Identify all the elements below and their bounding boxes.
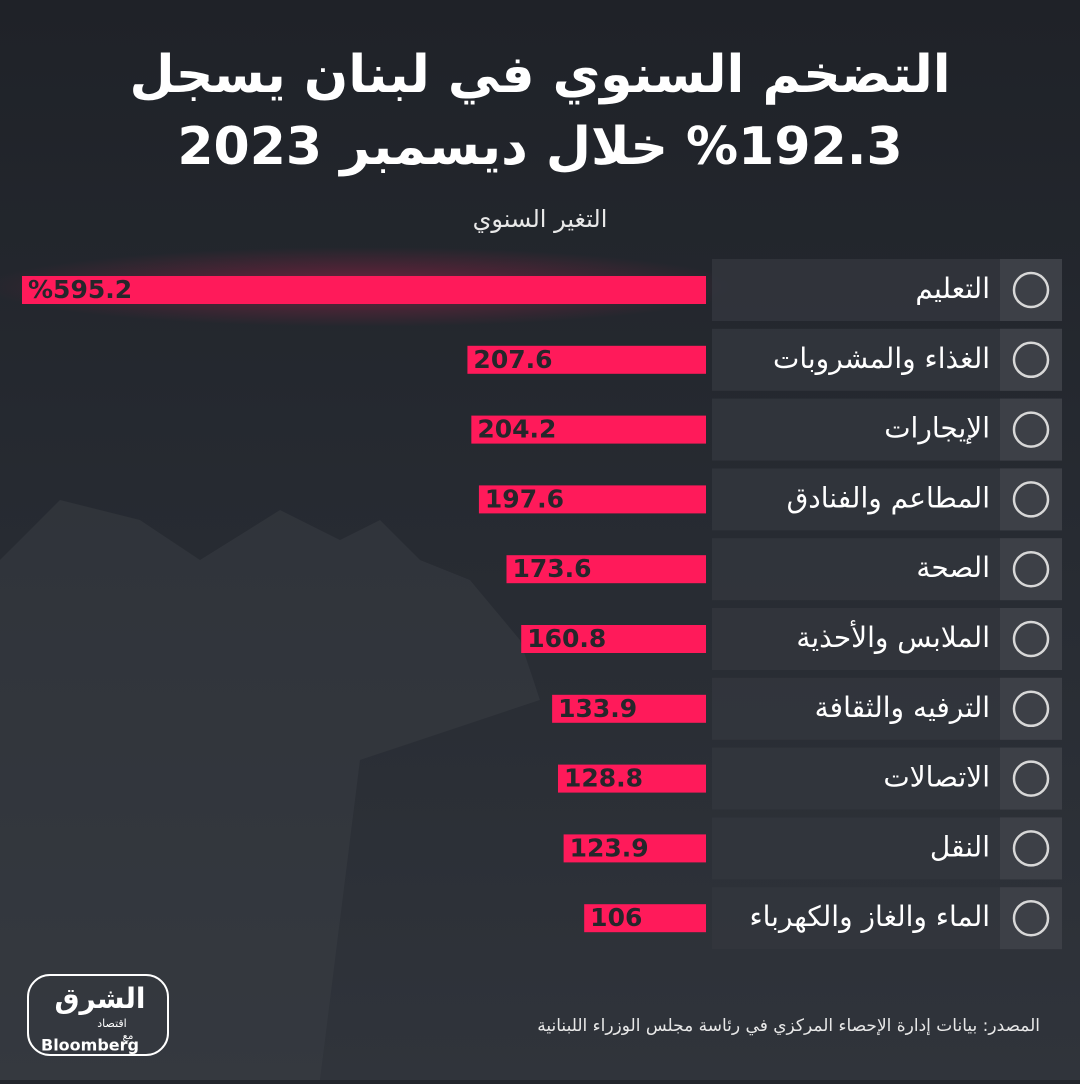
value-label: 197.6	[485, 484, 564, 513]
category-label: التعليم	[915, 272, 990, 305]
bar	[584, 904, 706, 933]
icon-box	[1000, 817, 1062, 880]
category-icon	[1012, 550, 1050, 588]
icon-box	[1000, 677, 1062, 740]
icon-box	[1000, 398, 1062, 461]
value-label: 133.9	[558, 694, 637, 723]
bar	[563, 834, 706, 863]
category-label: النقل	[930, 830, 990, 863]
icon-box	[1000, 747, 1062, 810]
bar	[557, 764, 706, 793]
chart-title: %192.3 خلال ديسمبر 2023	[177, 117, 902, 177]
chart-subtitle: التغير السنوي	[473, 205, 608, 233]
bar	[471, 415, 706, 444]
bar	[22, 276, 706, 304]
background-city	[0, 500, 540, 1080]
category-icon	[1012, 411, 1050, 448]
category-icon	[1012, 271, 1050, 309]
logo: الشرق اقتصاد مع Bloomberg	[27, 974, 169, 1056]
category-label: الإيجارات	[884, 412, 990, 445]
category-icon	[1012, 899, 1050, 937]
bar	[467, 345, 706, 374]
bar	[506, 555, 706, 584]
source-note: المصدر: بيانات إدارة الإحصاء المركزي في …	[537, 1016, 1040, 1036]
icon-box	[1000, 538, 1062, 601]
logo-with: مع	[123, 1031, 134, 1042]
icon-box	[1000, 328, 1062, 391]
value-label: %595.2	[28, 275, 132, 304]
category-label: المطاعم والفنادق	[787, 481, 990, 514]
category-icon	[1012, 341, 1050, 379]
icon-box	[1000, 259, 1062, 321]
category-label: الماء والغاز والكهرباء	[749, 900, 990, 933]
value-label: 106	[590, 903, 642, 932]
icon-box	[1000, 608, 1062, 670]
icon-box	[1000, 468, 1062, 531]
value-label: 123.9	[570, 833, 649, 862]
category-label: الغذاء والمشروبات	[773, 342, 990, 375]
category-icon	[1012, 620, 1050, 658]
logo-partner: Bloomberg	[41, 1036, 139, 1055]
bar	[478, 485, 706, 514]
category-label: الاتصالات	[883, 761, 990, 794]
value-label: 128.8	[564, 764, 643, 793]
logo-frame	[27, 974, 169, 1056]
bars: التعليم %595.2 الغذاء والمشروبات 207.6 الإيج…	[22, 259, 1062, 950]
bar	[552, 694, 706, 723]
value-label: 207.6	[473, 345, 552, 374]
category-icon	[1012, 830, 1050, 867]
value-label: 160.8	[527, 624, 606, 653]
value-label: 204.2	[477, 415, 556, 444]
logo-name: الشرق	[54, 982, 145, 1015]
bar	[521, 625, 706, 653]
category-icon	[1012, 481, 1050, 518]
chart-title: التضخم السنوي في لبنان يسجل	[129, 45, 950, 105]
value-label: 173.6	[513, 554, 592, 583]
category-label: الترفيه والثقافة	[815, 691, 990, 724]
category-label: الصحة	[916, 551, 990, 584]
category-label: الملابس والأحذية	[796, 619, 990, 654]
category-icon	[1012, 690, 1050, 728]
category-icon	[1012, 760, 1050, 797]
logo-sub: اقتصاد	[97, 1017, 126, 1030]
icon-box	[1000, 887, 1062, 950]
